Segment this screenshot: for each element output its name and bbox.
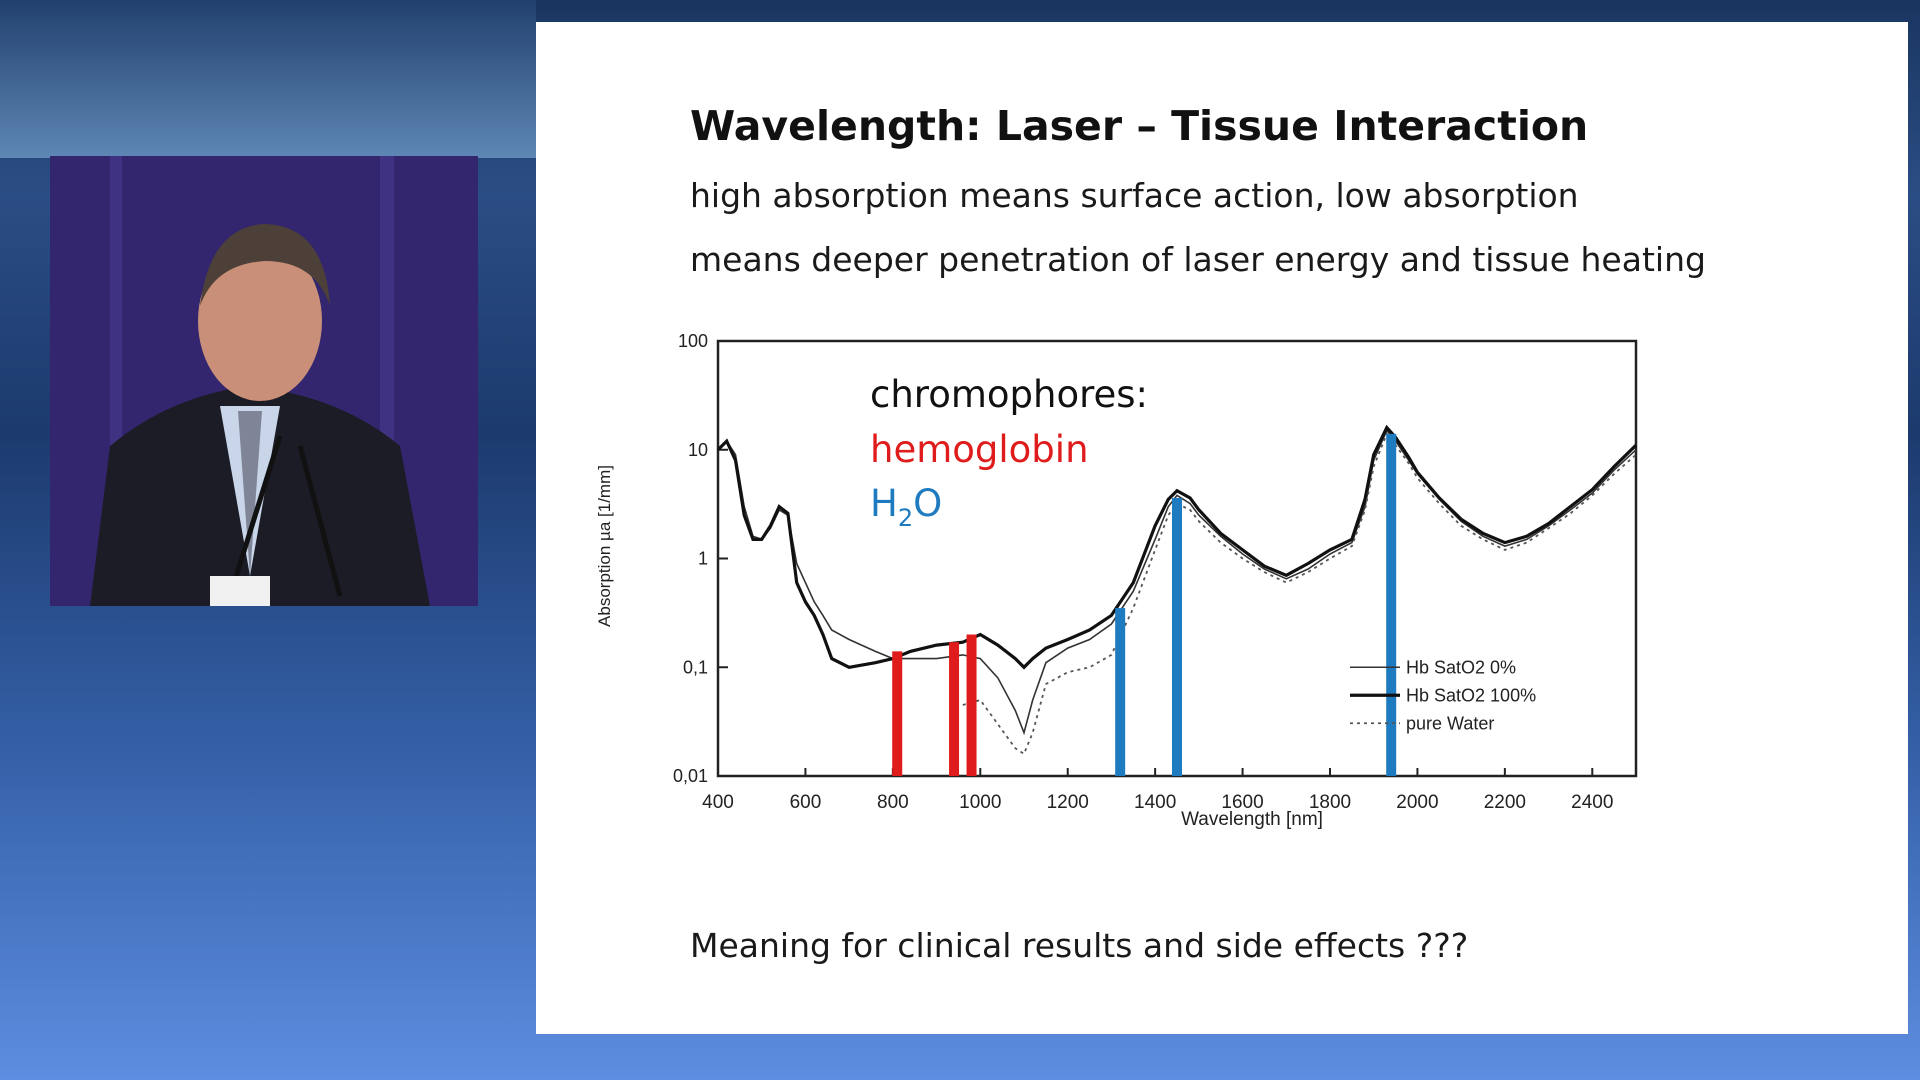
x-axis-label: Wavelength [nm] bbox=[1181, 809, 1323, 830]
x-tick-label: 1400 bbox=[1134, 792, 1176, 813]
legend-entry: Hb SatO2 0% bbox=[1406, 657, 1516, 677]
y-tick-label: 0,1 bbox=[683, 657, 708, 677]
x-tick-label: 800 bbox=[877, 792, 909, 813]
chart-legend: Hb SatO2 0% Hb SatO2 100% pure Water bbox=[1350, 657, 1536, 733]
presenter-video bbox=[50, 156, 478, 606]
x-tick-label: 2400 bbox=[1571, 792, 1613, 813]
hemoglobin-marker bbox=[892, 651, 903, 776]
presenter-figure-icon bbox=[50, 156, 478, 606]
water-label: H2O bbox=[870, 482, 942, 532]
slide-title: Wavelength: Laser – Tissue Interaction bbox=[690, 102, 1589, 150]
water-marker bbox=[1115, 608, 1126, 776]
x-tick-label: 1200 bbox=[1047, 792, 1089, 813]
presentation-slide: Wavelength: Laser – Tissue Interaction h… bbox=[536, 22, 1908, 1034]
y-tick-label: 100 bbox=[678, 331, 708, 351]
slide-subtitle-line-1: high absorption means surface action, lo… bbox=[690, 176, 1579, 215]
series-line bbox=[716, 424, 1638, 670]
legend-entry: Hb SatO2 100% bbox=[1406, 685, 1536, 705]
x-tick-label: 1600 bbox=[1221, 792, 1263, 813]
background-band bbox=[0, 0, 536, 158]
y-axis-label: Absorption µa [1/mm] bbox=[595, 465, 614, 627]
hemoglobin-marker bbox=[949, 642, 960, 776]
x-tick-label: 2200 bbox=[1484, 792, 1526, 813]
x-tick-label: 400 bbox=[702, 792, 734, 813]
y-tick-label: 1 bbox=[698, 549, 708, 569]
water-marker bbox=[1172, 498, 1182, 776]
y-tick-label: 10 bbox=[688, 440, 708, 460]
legend-entry: pure Water bbox=[1406, 713, 1494, 733]
water-marker bbox=[1386, 433, 1397, 776]
absorption-chart: 400 600 800 1000 1200 1400 1600 1800 2000 2200 240… bbox=[595, 331, 1638, 830]
hemoglobin-marker bbox=[966, 634, 977, 776]
series-line bbox=[962, 432, 1637, 756]
x-tick-label: 600 bbox=[790, 792, 822, 813]
y-tick-label: 0,01 bbox=[673, 766, 708, 786]
x-tick-label: 1000 bbox=[959, 792, 1001, 813]
hemoglobin-label: hemoglobin bbox=[870, 428, 1089, 471]
x-tick-label: 1800 bbox=[1309, 792, 1351, 813]
x-tick-label: 2000 bbox=[1396, 792, 1438, 813]
slide-note: Meaning for clinical results and side ef… bbox=[690, 926, 1469, 965]
slide-subtitle-line-2: means deeper penetration of laser energy… bbox=[690, 240, 1706, 279]
chromophores-heading: chromophores: bbox=[870, 373, 1148, 416]
